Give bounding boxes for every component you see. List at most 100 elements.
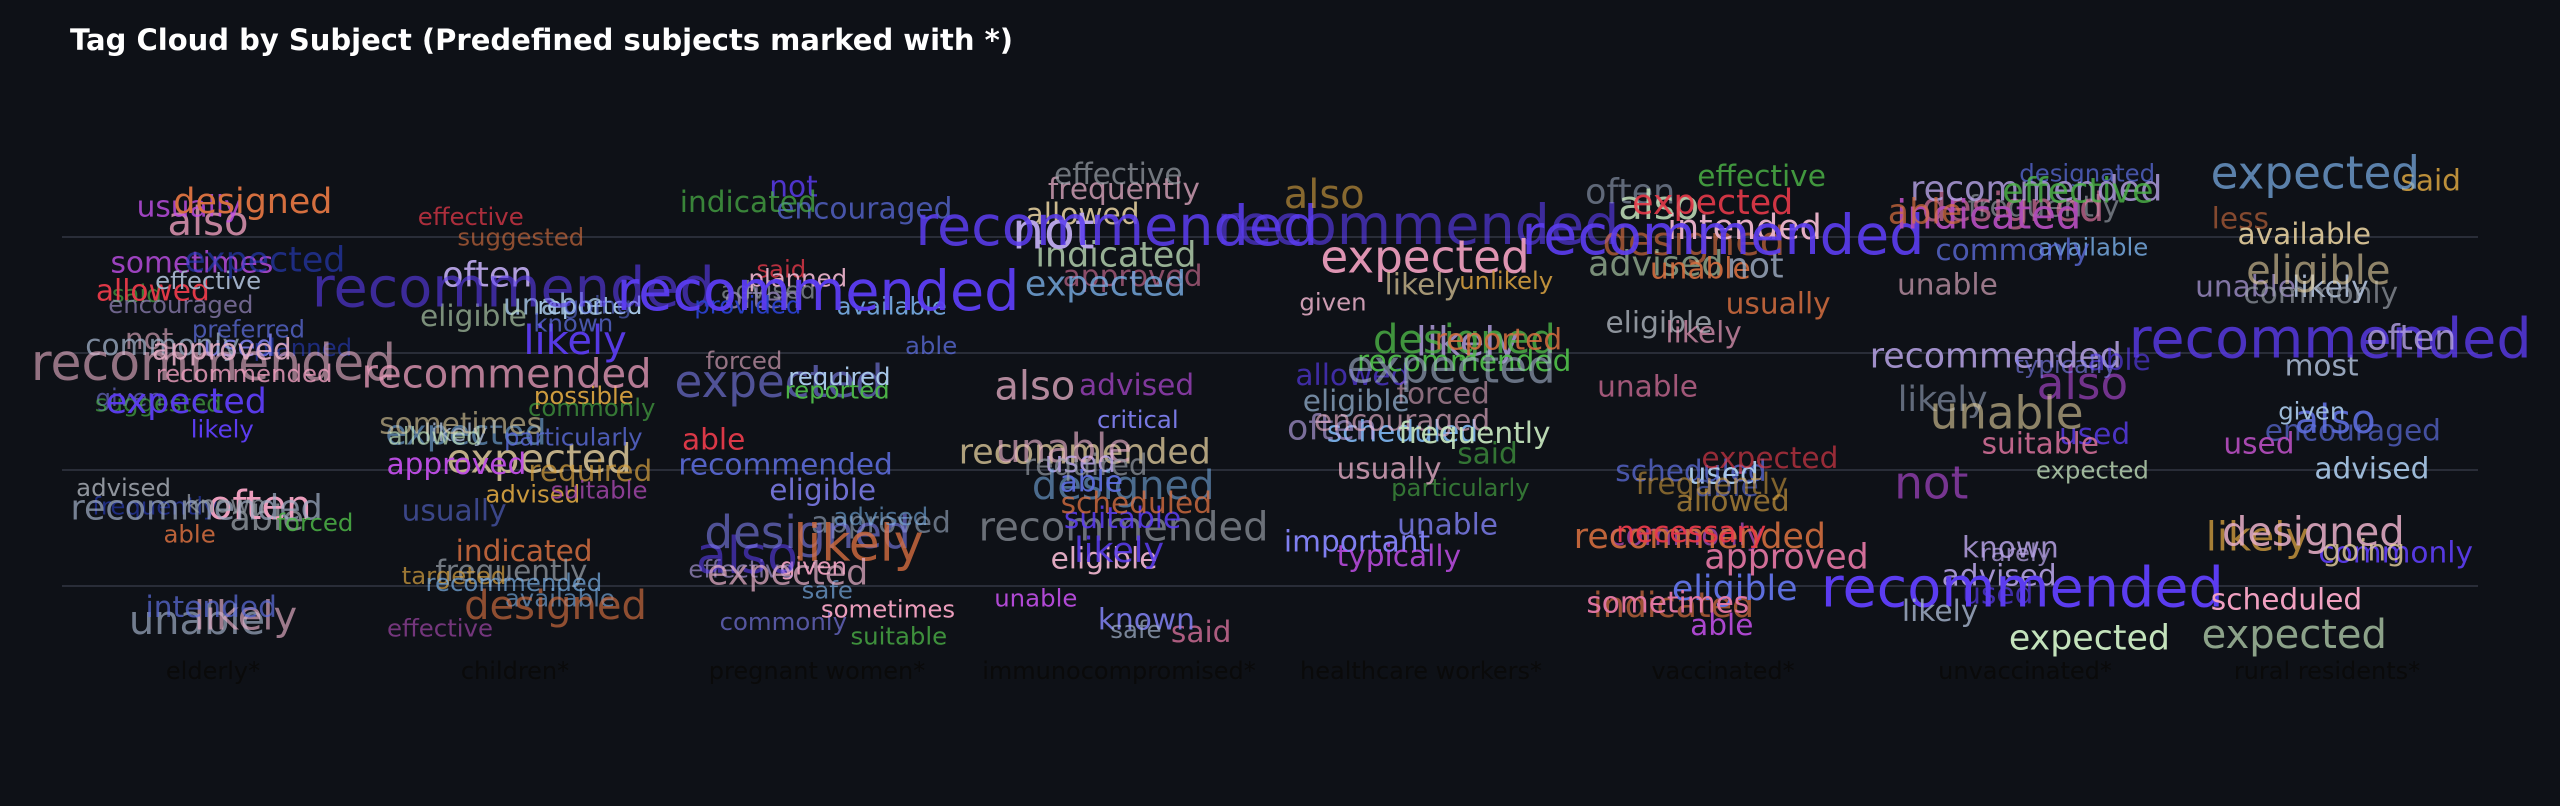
tag-word: eligible: [1051, 542, 1158, 576]
tag-word: unable: [503, 288, 604, 322]
tag-word: advised: [76, 473, 171, 502]
tag-word: able: [1695, 469, 1758, 503]
tag-word: not: [1727, 246, 1784, 286]
tag-word: approved: [1063, 259, 1203, 293]
tag-word: indicated: [456, 534, 593, 568]
tag-word: approved: [811, 505, 951, 539]
tag-word: also: [994, 364, 1075, 410]
tag-word: usually: [1726, 286, 1831, 320]
tag-word: recommended: [312, 255, 715, 320]
tag-word: likely: [1074, 531, 1164, 571]
tag-word: usually: [402, 494, 507, 528]
tag-word: approved: [386, 447, 526, 481]
tag-word: unable: [1897, 267, 1998, 301]
tag-word: expected: [1346, 341, 1555, 394]
tag-word: expected: [446, 437, 631, 483]
tag-word: available: [837, 292, 947, 321]
tag-word: commonly: [528, 393, 655, 422]
category-label: elderly*: [166, 657, 260, 685]
tag-word: recommended: [979, 505, 1269, 551]
tag-word: unable: [1397, 507, 1498, 541]
tag-word: recommended: [426, 568, 603, 597]
tag-word: required: [528, 454, 652, 488]
tag-word: recommended: [1870, 336, 2122, 376]
tag-word: unable: [1597, 370, 1698, 404]
tag-word: advised: [2314, 451, 2429, 485]
tag-word: expected: [2009, 619, 2170, 659]
tag-word: unable: [129, 598, 265, 644]
tag-word: frequently: [1968, 190, 2120, 224]
tag-word: expected: [1025, 265, 1186, 305]
tag-word: safe: [1110, 615, 1161, 644]
tag-word: recommended: [915, 194, 1318, 259]
tag-word: unable: [2195, 270, 2296, 304]
tag-word: recommended: [70, 488, 322, 528]
tag-word: likely: [2292, 270, 2368, 304]
tag-word: allowed: [388, 422, 482, 451]
tag-word: commonly: [2243, 276, 2398, 310]
tag-word: reported: [1435, 323, 1562, 357]
tag-word: also: [696, 526, 798, 585]
tag-word: able: [1888, 193, 1963, 233]
tag-word: going: [564, 290, 632, 319]
tag-word: known: [186, 489, 266, 518]
tag-word: frequently: [1399, 416, 1551, 450]
tag-word: scheduled: [2211, 583, 2362, 617]
tag-word: given: [96, 383, 163, 412]
tag-word: unlikely: [1459, 266, 1553, 295]
tag-word: recommended: [156, 359, 333, 388]
tag-word: not: [769, 170, 817, 204]
chart-title: Tag Cloud by Subject (Predefined subject…: [70, 23, 1013, 57]
tag-word: likely: [1665, 315, 1741, 349]
tag-word: critical: [1097, 405, 1179, 434]
tag-word: encouraged: [108, 290, 253, 319]
tag-word: allowed: [96, 274, 210, 308]
tag-word: designed: [1032, 463, 1215, 509]
tag-word: suitable: [551, 476, 648, 505]
category-label: healthcare workers*: [1300, 657, 1542, 685]
tag-word: designed: [2222, 510, 2405, 556]
tag-word: indicated: [680, 185, 817, 219]
tag-word: commonly: [720, 607, 847, 636]
tag-word: available: [2238, 217, 2372, 251]
tag-word: designed: [464, 583, 647, 629]
tag-word: approved: [152, 332, 292, 366]
tag-word: effective: [1054, 157, 1183, 191]
tag-word: effective: [1697, 159, 1826, 193]
tag-word: likely: [1902, 594, 1978, 628]
tag-word: encouraged: [2265, 413, 2441, 447]
word-cloud: advisedablegivenalsosaidnotableunablelik…: [31, 147, 2532, 659]
category-label: children*: [461, 657, 569, 685]
tag-word: allowed: [1676, 484, 1790, 518]
tag-word: designated: [2019, 159, 2155, 188]
tag-word: unable: [994, 583, 1077, 612]
tag-word: also: [2037, 357, 2128, 410]
tag-word: likely: [194, 593, 297, 639]
tag-word: expected: [674, 355, 883, 408]
tag-word: frequently: [1048, 172, 1200, 206]
tag-word: likely: [793, 514, 923, 573]
tag-word: typically: [1337, 539, 1462, 573]
tag-word: targeted: [402, 561, 507, 590]
tag-word: expected: [2202, 612, 2387, 658]
tag-word: designed: [1922, 185, 2105, 231]
tag-word: given: [780, 551, 847, 580]
tag-word: also: [1284, 172, 1365, 218]
tag-word: most: [2285, 349, 2359, 383]
tag-word: suggested: [95, 389, 222, 418]
tag-word: likely: [2206, 515, 2309, 561]
tag-word: allowed: [1295, 358, 1409, 392]
tag-word: advised: [721, 275, 816, 304]
tag-word: recommended: [678, 448, 893, 482]
tag-word: used: [2223, 426, 2294, 460]
tag-word: able: [682, 422, 745, 456]
tag-word: sometimes: [821, 595, 955, 624]
tag-word: sometimes: [379, 406, 542, 440]
tag-word: used: [2059, 417, 2130, 451]
tag-word: known: [1962, 531, 2059, 565]
tag-word: indicated: [1035, 236, 1196, 276]
tag-word: provided: [694, 290, 801, 319]
tag-word: advised: [833, 502, 928, 531]
gridlines: [62, 236, 2478, 587]
